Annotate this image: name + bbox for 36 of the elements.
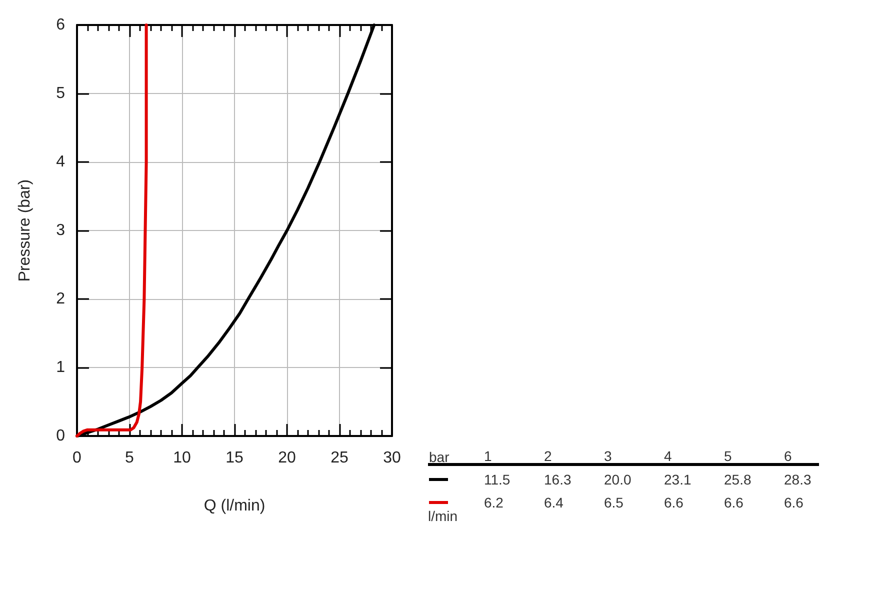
x-tick-label: 2 bbox=[544, 448, 552, 464]
x-tick-label: 6 bbox=[784, 448, 792, 464]
x-tick-label: 0 bbox=[72, 450, 82, 466]
x-tick-label: 25 bbox=[330, 450, 348, 466]
data-label: 6.2 bbox=[484, 494, 504, 510]
x-tick-label: 3 bbox=[604, 448, 612, 464]
data-label: 6.6 bbox=[664, 494, 684, 510]
x-axis-title: bar bbox=[429, 449, 450, 465]
x-tick-label: 10 bbox=[173, 450, 191, 466]
x-tick-label: 15 bbox=[226, 450, 244, 466]
x-tick-label: 5 bbox=[724, 448, 732, 464]
annotation: l/min bbox=[428, 508, 458, 524]
y-tick-label: 6 bbox=[56, 16, 66, 34]
y-tick-label: 4 bbox=[56, 154, 66, 170]
data-label: 25.8 bbox=[724, 472, 752, 488]
y-axis-title: Pressure (bar) bbox=[16, 179, 34, 282]
data-label: 20.0 bbox=[604, 472, 632, 488]
y-tick-label: 1 bbox=[56, 359, 66, 376]
data-label: 28.3 bbox=[784, 472, 812, 488]
x-tick-label: 5 bbox=[125, 450, 134, 466]
y-tick-label: 2 bbox=[56, 290, 66, 308]
x-tick-label: 30 bbox=[383, 450, 401, 466]
data-label: 6.4 bbox=[544, 494, 564, 510]
data-label: 6.5 bbox=[604, 494, 624, 510]
x-tick-label: 20 bbox=[278, 450, 296, 466]
x-axis-title: Q (l/min) bbox=[204, 498, 266, 514]
y-tick-label: 5 bbox=[56, 85, 66, 102]
data-label: 16.3 bbox=[544, 472, 572, 488]
data-label: 23.1 bbox=[664, 472, 692, 488]
data-label: 6.6 bbox=[784, 494, 804, 510]
x-tick-label: 1 bbox=[484, 448, 492, 464]
x-tick-label: 4 bbox=[664, 448, 672, 464]
data-label: 11.5 bbox=[484, 472, 510, 488]
y-tick-label: 0 bbox=[56, 428, 66, 444]
y-tick-label: 3 bbox=[56, 222, 66, 239]
data-label: 6.6 bbox=[724, 494, 744, 510]
